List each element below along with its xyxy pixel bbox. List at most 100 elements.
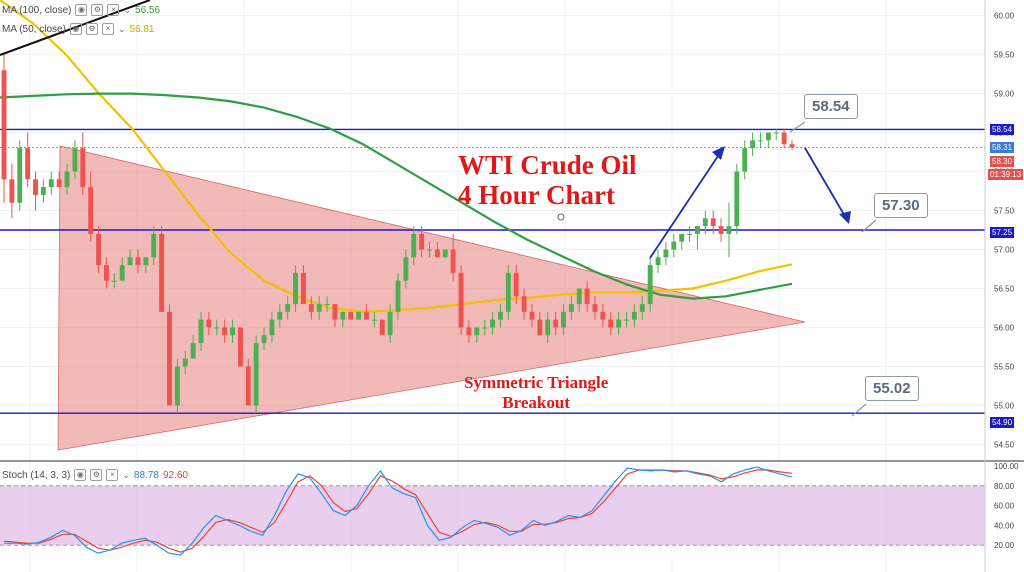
- close-icon[interactable]: ×: [107, 4, 120, 16]
- ma50-value: 56.81: [129, 23, 155, 35]
- candle-body: [773, 132, 779, 134]
- settings-icon[interactable]: ⚙: [85, 23, 98, 35]
- eye-icon[interactable]: ◉: [74, 469, 87, 481]
- candle-body: [789, 144, 795, 148]
- trend-arrows: [0, 0, 877, 417]
- chevron-down-icon[interactable]: ⌄: [117, 23, 126, 34]
- candle-body: [553, 319, 559, 328]
- eye-icon[interactable]: ◉: [69, 23, 82, 35]
- candle-body: [237, 327, 243, 367]
- candle-body: [40, 187, 46, 195]
- close-icon[interactable]: ×: [101, 23, 114, 35]
- up-arrow-line: [649, 149, 723, 259]
- candle-body: [48, 179, 54, 188]
- candle-body: [269, 319, 275, 336]
- price-tag-bid: 58.30: [990, 156, 1015, 167]
- candle-body: [222, 327, 228, 336]
- candle-body: [694, 226, 700, 234]
- down-arrow-head: [839, 211, 851, 224]
- candle-body: [529, 311, 535, 320]
- ma100-line: [0, 92, 793, 300]
- candle-body: [750, 140, 756, 149]
- candle-body: [198, 319, 204, 344]
- candle-body: [300, 272, 306, 305]
- candle-body: [734, 171, 740, 227]
- candle-body: [702, 218, 708, 227]
- candle-body: [80, 148, 86, 188]
- pattern-label: Symmetric Triangle Breakout: [464, 373, 608, 413]
- candle-body: [647, 265, 653, 305]
- candle-body: [103, 265, 109, 281]
- price-tick-label: 57.50: [994, 207, 1015, 216]
- settings-icon[interactable]: ⚙: [91, 4, 104, 16]
- stoch-label: Stoch (14, 3, 3): [2, 469, 71, 481]
- price-tick-label: 56.50: [994, 284, 1015, 293]
- candle-body: [758, 140, 763, 142]
- candle-body: [710, 218, 716, 227]
- chevron-down-icon[interactable]: ⌄: [123, 4, 132, 15]
- candle-body: [332, 304, 338, 320]
- horizontal-levels[interactable]: [0, 128, 985, 414]
- stochastic-panel: [0, 466, 985, 556]
- callout-pointer-mid: [861, 219, 877, 233]
- candle-body: [545, 319, 551, 336]
- candle-body: [600, 311, 606, 320]
- stoch-d-value: 92.60: [162, 469, 188, 481]
- ma50-legend: MA (50, close) ◉ ⚙ × ⌄ 56.81: [2, 23, 155, 35]
- candle-body: [72, 148, 78, 172]
- candle-body: [285, 304, 291, 312]
- candle-body: [230, 327, 235, 336]
- candle-body: [245, 366, 251, 406]
- candle-body: [96, 233, 102, 266]
- price-tick-label: 55.00: [994, 401, 1015, 410]
- callout-pointer-low: [851, 403, 867, 417]
- candle-body: [111, 280, 117, 282]
- stoch-tick-label: 20.00: [994, 541, 1015, 550]
- price-tick-label: 54.50: [994, 440, 1015, 449]
- candle-body: [206, 319, 212, 328]
- close-icon[interactable]: ×: [106, 469, 119, 481]
- candle-body: [482, 327, 488, 329]
- title-line-2: 4 Hour Chart: [458, 180, 616, 210]
- eye-icon[interactable]: ◉: [75, 4, 88, 16]
- candle-body: [458, 272, 464, 328]
- candle-body: [411, 233, 417, 258]
- candle-body: [293, 272, 299, 305]
- candle-body: [395, 280, 401, 312]
- candle-body: [450, 249, 456, 273]
- price-tick-label: 59.50: [994, 51, 1015, 60]
- candle-body: [33, 179, 38, 195]
- price-tick-label: 55.50: [994, 362, 1015, 371]
- candle-body: [379, 319, 385, 336]
- price-tag-level-top: 58.54: [990, 124, 1015, 135]
- candle-body: [687, 233, 693, 235]
- candle-body: [151, 233, 157, 258]
- price-tick-label: 56.00: [994, 323, 1015, 332]
- candle-body: [403, 257, 409, 281]
- countdown-timer: 01:39:13: [988, 169, 1024, 180]
- callout-57-30[interactable]: 57.30: [874, 193, 928, 218]
- candle-body: [277, 311, 283, 320]
- ma100-legend: MA (100, close) ◉ ⚙ × ⌄ 56.56: [2, 4, 160, 16]
- callout-55-02[interactable]: 55.02: [865, 376, 919, 401]
- candle-body: [364, 311, 369, 320]
- candle-body: [624, 319, 629, 321]
- marker-dot: [557, 213, 565, 221]
- symmetric-triangle-pattern: [57, 145, 806, 451]
- pattern-line-2: Breakout: [502, 393, 570, 412]
- chevron-down-icon[interactable]: ⌄: [122, 469, 130, 480]
- stoch-tick-label: 40.00: [994, 521, 1015, 530]
- callout-58-54[interactable]: 58.54: [804, 94, 858, 119]
- candle-body: [9, 179, 15, 203]
- candle-body: [442, 249, 448, 258]
- settings-icon[interactable]: ⚙: [90, 469, 103, 481]
- price-tick-label: 59.00: [994, 90, 1015, 99]
- candle-body: [261, 335, 267, 344]
- candle-body: [214, 327, 220, 329]
- chart-title: WTI Crude Oil 4 Hour Chart: [458, 150, 637, 210]
- candle-body: [348, 311, 354, 320]
- candle-body: [497, 311, 503, 320]
- candle-body: [419, 233, 425, 250]
